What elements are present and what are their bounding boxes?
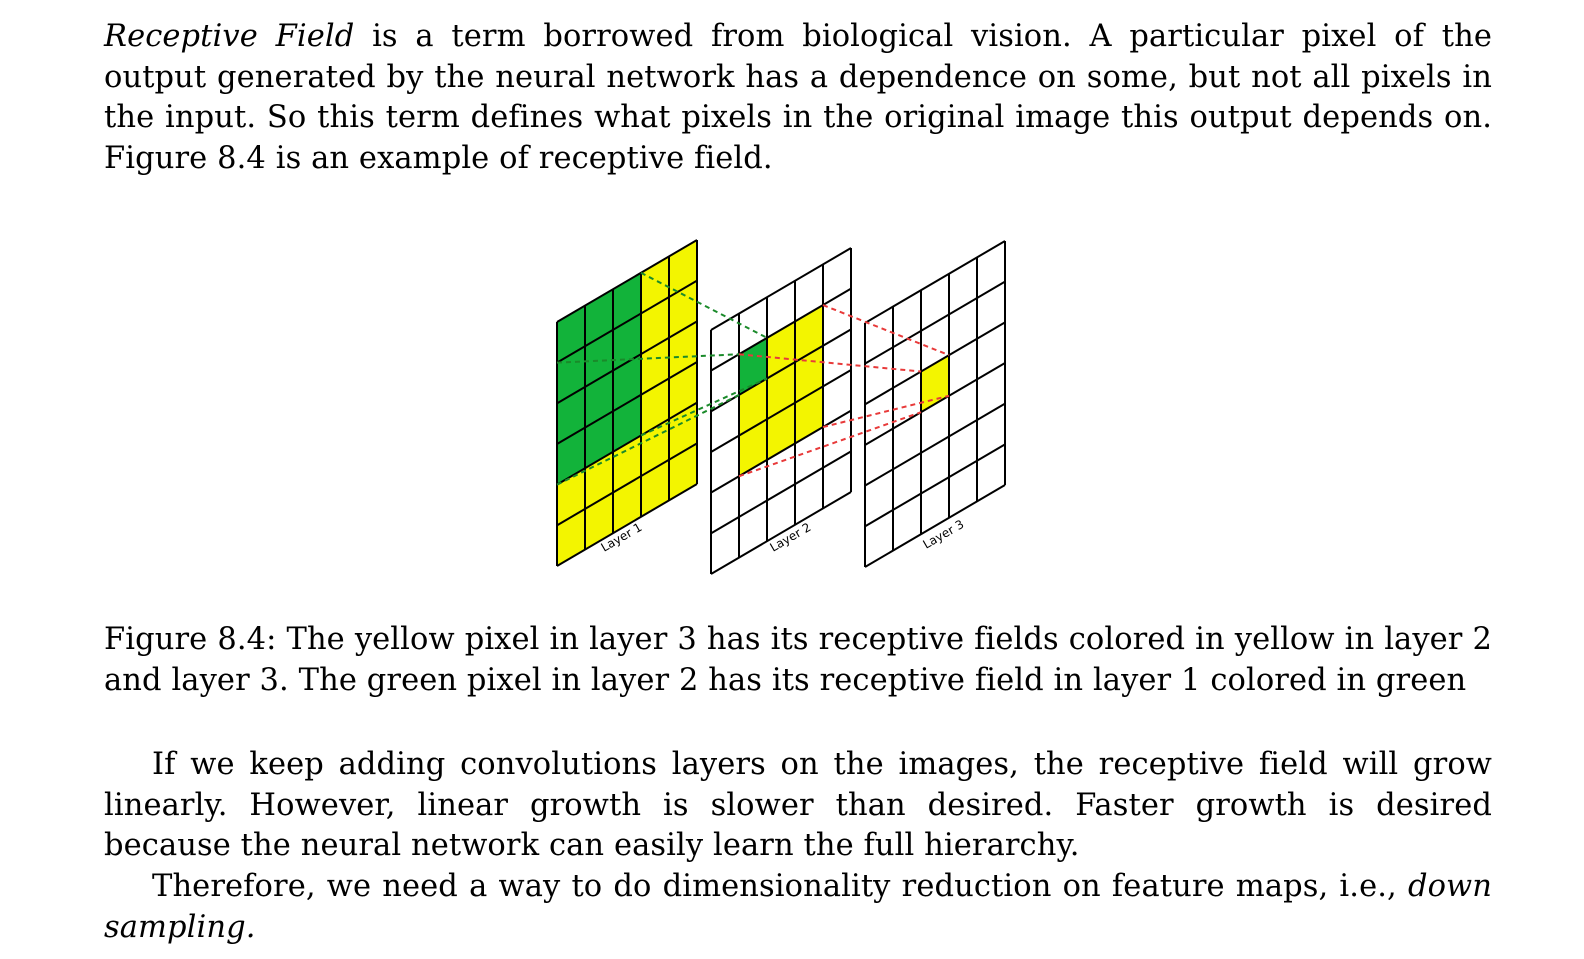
layer-1-gridline [556, 401, 698, 486]
layer-3-gridline [864, 280, 1006, 365]
layer-2-gridline [710, 450, 852, 535]
layer-3-gridline [864, 321, 1006, 406]
layer-1-cell [669, 402, 697, 460]
layer-2-gridline [710, 369, 852, 453]
layer-2-cell [767, 362, 795, 420]
layer-1-cell [669, 280, 697, 338]
term-receptive-field: Receptive Field [104, 19, 355, 54]
layer-3-gridline [864, 443, 1006, 528]
layer-1-cell [641, 378, 669, 436]
layer-2-cell [795, 305, 823, 363]
layer-2-cell [767, 402, 795, 460]
red-dash-line [822, 304, 950, 357]
paragraph-text: Therefore, we need a way to do dimension… [152, 869, 1408, 904]
layer-1-cell [613, 272, 641, 330]
layer-1-gridline [556, 442, 698, 527]
layer-1-cell [669, 443, 697, 501]
layer-1-cell [557, 508, 585, 566]
layer-1-gridline [556, 320, 698, 405]
layer-1-grid [556, 239, 698, 567]
green-dash-line [556, 394, 740, 486]
layer-2-cell [739, 378, 767, 436]
paragraph-linear-growth: If we keep adding convolutions layers on… [104, 747, 1492, 864]
layer-2-cell [739, 419, 767, 477]
layer-2-cell [767, 321, 795, 379]
layer-1-cell [585, 492, 613, 550]
layer-1-cell [669, 240, 697, 298]
term-down-sampling: down sampling. [104, 869, 1492, 945]
layer-2-grid [710, 247, 852, 575]
layer-2-gridline [710, 409, 852, 494]
layer-1-gridline [556, 279, 698, 364]
green-dash-line [556, 353, 740, 364]
layer-2-gridline [710, 287, 852, 372]
red-dash-line [822, 394, 950, 429]
paragraph-text: is a term borrowed from biological visio… [104, 19, 1492, 176]
layer-1-cell [613, 435, 641, 493]
layer-1-cell [641, 459, 669, 517]
figure-caption: Figure 8.4: The yellow pixel in layer 3 … [104, 622, 1492, 698]
layer-3-gridline [864, 362, 1006, 446]
layer-1-gridline [556, 483, 698, 567]
layer-2-gridline [710, 491, 852, 575]
green-dash-line [640, 271, 768, 339]
layer-1-cell [585, 370, 613, 428]
layer-1-gridline [556, 361, 698, 445]
red-dash-line [738, 353, 922, 373]
layer-3-gridline [864, 484, 1006, 568]
layer-2-gridline [710, 247, 852, 331]
layer-1-cell [585, 329, 613, 387]
layer-1-cell [557, 386, 585, 444]
layer-1-cell [557, 427, 585, 485]
layer-1-cell [557, 346, 585, 404]
layer-1-cell [585, 411, 613, 469]
layer-1-cell [641, 419, 669, 477]
receptive-field-figure: Layer 1 Layer 2 Layer 3 [556, 239, 1006, 575]
layer-1-cell [613, 313, 641, 371]
layer-1-cell [613, 394, 641, 452]
layer-1-cell [557, 468, 585, 526]
layer-1-cell [641, 337, 669, 395]
layer-1-cell [641, 297, 669, 355]
layer-2-cell [795, 386, 823, 444]
paragraph-down-sampling: Therefore, we need a way to do dimension… [104, 867, 1492, 948]
layer-1-cell [613, 354, 641, 412]
layer-1-cell [641, 256, 669, 314]
layer-3-cell [921, 355, 949, 413]
layer-2-cell [739, 337, 767, 395]
layer-1-cell [557, 305, 585, 363]
layer-1-cell [669, 362, 697, 420]
layer-1-cell [585, 289, 613, 347]
layer-3-gridline [864, 240, 1006, 324]
layer-3-gridline [864, 402, 1006, 487]
layer-1-gridline [556, 239, 698, 323]
connection-dashes [556, 271, 950, 486]
layer-1-cell [585, 451, 613, 509]
layer-3-grid [864, 240, 1006, 568]
layer-1-cell [613, 476, 641, 534]
layer-2-gridline [710, 328, 852, 413]
paragraph-receptive-field: Receptive Field is a term borrowed from … [104, 17, 1492, 179]
layer-1-cell [669, 321, 697, 379]
